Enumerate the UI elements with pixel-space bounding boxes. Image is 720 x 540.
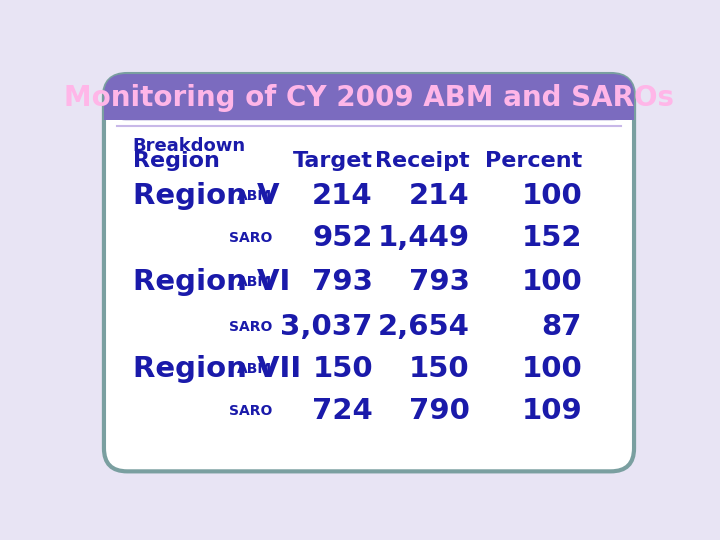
Text: 87: 87 <box>541 313 582 341</box>
Text: 790: 790 <box>409 397 469 426</box>
Text: 152: 152 <box>521 224 582 252</box>
Text: Target: Target <box>293 151 373 171</box>
Text: Receipt: Receipt <box>375 151 469 171</box>
Text: 214: 214 <box>409 181 469 210</box>
Text: SARO: SARO <box>229 231 272 245</box>
Text: ABM: ABM <box>237 188 272 202</box>
Text: ABM: ABM <box>237 362 272 376</box>
Text: 2,654: 2,654 <box>378 313 469 341</box>
Text: 1,449: 1,449 <box>377 224 469 252</box>
Text: Monitoring of CY 2009 ABM and SAROs: Monitoring of CY 2009 ABM and SAROs <box>64 84 674 112</box>
Text: ABM: ABM <box>237 275 272 289</box>
Text: 109: 109 <box>521 397 582 426</box>
Text: SARO: SARO <box>229 320 272 334</box>
Text: 793: 793 <box>312 268 373 296</box>
Text: 724: 724 <box>312 397 373 426</box>
Text: 100: 100 <box>521 268 582 296</box>
Text: SARO: SARO <box>229 404 272 418</box>
Text: 3,037: 3,037 <box>280 313 373 341</box>
Text: 214: 214 <box>312 181 373 210</box>
FancyBboxPatch shape <box>104 74 634 471</box>
Text: 150: 150 <box>409 355 469 383</box>
Text: Region VI: Region VI <box>132 268 290 296</box>
Text: Region: Region <box>132 151 220 171</box>
Text: 100: 100 <box>521 355 582 383</box>
Text: 952: 952 <box>312 224 373 252</box>
Text: Region V: Region V <box>132 181 279 210</box>
Text: Region VII: Region VII <box>132 355 301 383</box>
Text: Percent: Percent <box>485 151 582 171</box>
Text: Breakdown: Breakdown <box>132 137 246 154</box>
Text: 100: 100 <box>521 181 582 210</box>
Text: 793: 793 <box>409 268 469 296</box>
Text: 150: 150 <box>312 355 373 383</box>
FancyBboxPatch shape <box>104 74 634 120</box>
FancyBboxPatch shape <box>104 97 634 120</box>
